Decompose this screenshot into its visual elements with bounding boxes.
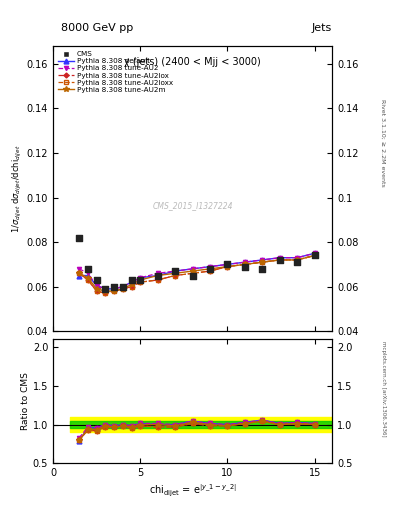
Point: [224, 260, 231, 268]
Text: mcplots.cern.ch [arXiv:1306.3436]: mcplots.cern.ch [arXiv:1306.3436]: [381, 342, 386, 437]
Point: [94, 276, 100, 284]
Text: χ (jets) (2400 < Mjj < 3000): χ (jets) (2400 < Mjj < 3000): [124, 57, 261, 68]
Point: [76, 233, 83, 242]
Y-axis label: Ratio to CMS: Ratio to CMS: [21, 372, 30, 430]
Point: [259, 265, 266, 273]
Y-axis label: 1/$\sigma_{dijet}$ d$\sigma_{dijet}$/dchi$_{dijet}$: 1/$\sigma_{dijet}$ d$\sigma_{dijet}$/dch…: [11, 144, 24, 233]
Text: 8000 GeV pp: 8000 GeV pp: [61, 23, 133, 33]
X-axis label: chi$_{\mathregular{dijet}}$ = e$^{|y\_1-y\_2|}$: chi$_{\mathregular{dijet}}$ = e$^{|y\_1-…: [149, 482, 237, 499]
Point: [129, 276, 135, 284]
Point: [312, 251, 318, 260]
Point: [137, 276, 143, 284]
Point: [277, 256, 283, 264]
Point: [207, 265, 213, 273]
Text: CMS_2015_I1327224: CMS_2015_I1327224: [152, 201, 233, 210]
Point: [85, 265, 91, 273]
Point: [189, 271, 196, 280]
Point: [111, 283, 117, 291]
Point: [294, 258, 300, 266]
Text: Rivet 3.1.10; ≥ 2.2M events: Rivet 3.1.10; ≥ 2.2M events: [381, 99, 386, 187]
Point: [102, 285, 108, 293]
Legend: CMS, Pythia 8.308 default, Pythia 8.308 tune-AU2, Pythia 8.308 tune-AU2lox, Pyth: CMS, Pythia 8.308 default, Pythia 8.308 …: [57, 50, 174, 94]
Text: Jets: Jets: [311, 23, 331, 33]
Point: [119, 283, 126, 291]
Point: [154, 271, 161, 280]
Point: [172, 267, 178, 275]
Point: [242, 263, 248, 271]
